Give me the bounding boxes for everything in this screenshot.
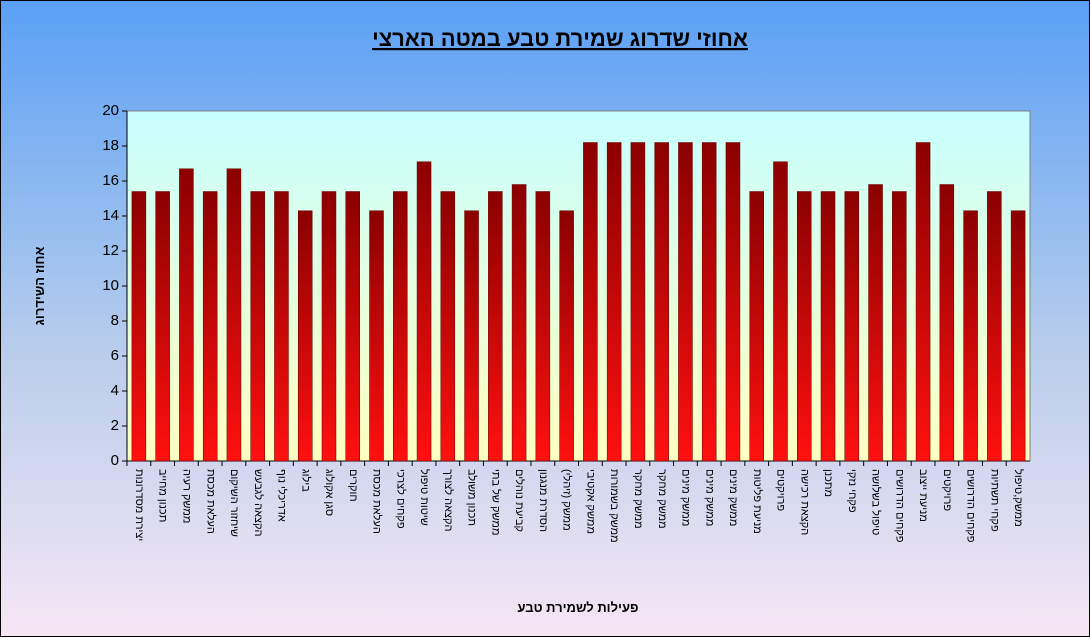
bar <box>773 161 788 462</box>
y-tick-label: 8 <box>111 312 119 329</box>
x-tick-label: קביעת נוהלים <box>513 469 526 532</box>
y-tick-label: 10 <box>102 277 119 294</box>
bar <box>583 142 598 462</box>
bar <box>678 142 693 462</box>
bar <box>202 191 218 462</box>
x-tick-label: הקצאה לגבעש <box>252 469 265 536</box>
bar <box>987 191 1002 462</box>
bar <box>844 191 860 462</box>
x-tick-label: סגן אקולוג <box>323 469 336 516</box>
bar <box>1010 210 1026 462</box>
bar <box>892 191 907 462</box>
x-tick-label: ממשק של בתי <box>489 469 502 536</box>
bar <box>321 191 337 462</box>
x-tick-label: פקחים הדרושים <box>965 469 977 543</box>
x-tick-label: מתכנן <box>822 469 834 497</box>
x-tick-label: ממשק מינים <box>727 469 739 526</box>
y-tick-label: 16 <box>102 172 119 189</box>
y-axis-label: אחוז השידרוג <box>32 247 47 326</box>
y-tick-label: 20 <box>102 102 119 119</box>
bar <box>915 142 931 462</box>
bar <box>369 210 384 462</box>
bar <box>416 161 432 462</box>
bar <box>559 210 574 462</box>
bar <box>749 191 764 462</box>
bar <box>535 191 551 462</box>
y-tick-label: 4 <box>111 382 119 399</box>
bar <box>226 168 242 462</box>
bar <box>797 191 812 462</box>
bar <box>630 142 646 462</box>
x-tick-label: מניעת ייצוב <box>917 469 929 522</box>
x-tick-label: פקחים הדרושים <box>893 469 905 543</box>
bar <box>963 210 978 462</box>
bar <box>606 142 622 462</box>
x-tick-label: תכנון מחייב <box>157 469 169 522</box>
bar <box>488 191 503 462</box>
x-tick-label: הקצאת רכישה <box>798 469 810 535</box>
x-tick-label: מניעת פליטות <box>751 469 764 534</box>
x-tick-label: העלאת מכסת <box>371 469 384 534</box>
x-tick-label: ממשק בשמורות <box>608 469 620 543</box>
x-tick-label: העלאת מכסת <box>204 469 217 534</box>
x-tick-label: פקחי תשתיות <box>988 469 1000 532</box>
x-tick-label: חוקרים <box>347 469 359 502</box>
y-tick-label: 14 <box>102 207 119 224</box>
bar <box>440 191 456 462</box>
bar <box>297 210 313 462</box>
y-tick-label: 12 <box>102 242 119 259</box>
x-tick-label: ממשק מינים <box>703 469 715 526</box>
bar <box>654 142 669 462</box>
x-tick-label: יצירת מסדרונות <box>133 469 145 541</box>
x-tick-label: תכנון משולב <box>466 469 479 526</box>
x-tick-label: בילוג <box>299 469 312 492</box>
bar <box>155 191 170 462</box>
y-tick-label: 6 <box>111 347 119 364</box>
y-tick-label: 18 <box>102 137 119 154</box>
bar <box>393 191 408 462</box>
bar <box>725 142 741 462</box>
x-tick-label: פקחים לצרכי <box>394 469 407 529</box>
bar <box>345 191 360 462</box>
bar <box>250 191 265 462</box>
bar <box>701 142 717 462</box>
x-tick-label: ממשק אקטיבי <box>584 469 596 534</box>
bar <box>511 184 527 462</box>
x-tick-label: פקחי נזקי <box>846 469 858 513</box>
x-tick-label: ממשק,טיפול <box>1012 469 1025 527</box>
bar <box>274 191 289 462</box>
x-tick-label: ממשק מינים <box>680 469 692 526</box>
chart-title: אחוזי שדרוג שמירת טבע במטה הארצי <box>372 26 748 51</box>
x-tick-label: ממשק רעיה <box>181 469 193 523</box>
x-tick-label: שיחזור השיקום <box>228 469 240 537</box>
bar <box>464 210 479 462</box>
x-tick-label: פרויקטים <box>775 469 787 511</box>
bar <box>820 191 836 462</box>
bar <box>939 184 955 462</box>
x-tick-label: אדריכלי נוף <box>276 469 289 522</box>
x-axis-label: פעילות לשמירת טבע <box>518 600 639 615</box>
bar <box>868 184 883 462</box>
bar <box>179 168 194 462</box>
y-tick-label: 2 <box>111 417 119 434</box>
x-tick-label: הקצאה לצורך <box>442 469 455 532</box>
x-tick-label: ממשק מחקר <box>656 469 668 529</box>
x-tick-label: ממשק (זיהלי) <box>561 469 574 531</box>
x-tick-label: טיפול בשלושה <box>870 469 883 535</box>
x-tick-label: שיטות טיפול <box>418 469 431 526</box>
bar <box>131 191 147 462</box>
x-tick-label: ממשק מחקר <box>632 469 644 529</box>
x-tick-label: פרויקטים <box>941 469 953 511</box>
x-tick-label: הסדרת מנגנון <box>537 469 549 532</box>
y-tick-label: 0 <box>111 452 119 469</box>
